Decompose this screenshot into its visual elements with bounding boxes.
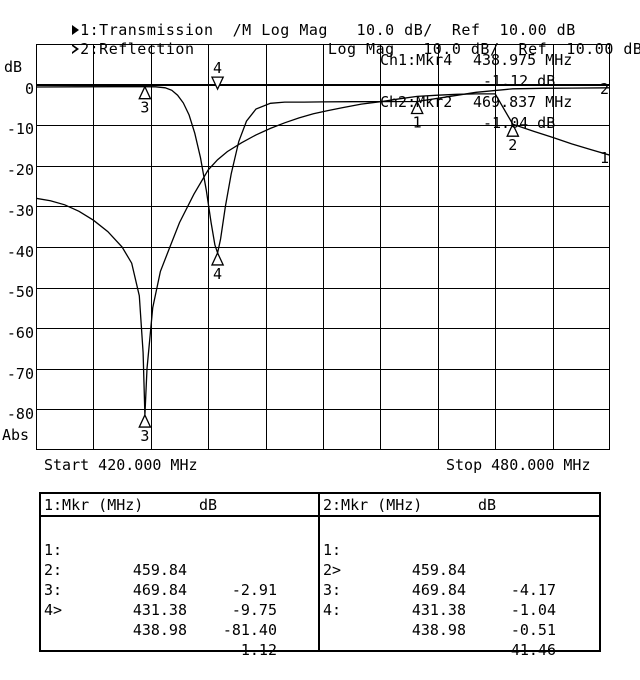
marker-db: -2.91 <box>231 581 277 599</box>
readout-ch2-level: -1.04 dB <box>483 114 556 132</box>
y-tick--30: -30 <box>6 202 34 220</box>
marker-3-triangle-icon[interactable] <box>138 85 152 100</box>
marker-tables: 1:Mkr (MHz) dB 1: 459.84 -2.91 2: 469.84… <box>39 492 601 659</box>
marker-db: -1.04 <box>510 601 556 619</box>
marker-freq: 431.38 <box>132 601 187 619</box>
marker-db: -0.51 <box>510 621 556 639</box>
y-axis-unit-label: dB <box>4 58 23 76</box>
trace-transmission <box>36 93 610 416</box>
marker-table-channel1: 1:Mkr (MHz) dB 1: 459.84 -2.91 2: 469.84… <box>41 494 320 659</box>
marker-db: -81.40 <box>222 621 277 639</box>
readout-ch2-label: Ch2:Mkr2 <box>380 93 453 111</box>
readout-ch1-label: Ch1:Mkr4 <box>380 51 453 69</box>
readout-ch1-freq: 438.975 MHz <box>473 51 573 69</box>
marker-freq: 459.84 <box>411 561 466 579</box>
frequency-axis-labels: Start 420.000 MHz Stop 480.000 MHz <box>0 456 640 476</box>
marker-index: 2> <box>323 561 342 579</box>
table-row[interactable]: 1: 459.84 -4.17 <box>320 520 599 599</box>
y-tick--60: -60 <box>6 324 34 342</box>
marker-table-1-header: 1:Mkr (MHz) dB <box>41 494 318 517</box>
y-tick-0: 0 <box>24 80 34 98</box>
marker-3-label: 3 <box>140 99 149 117</box>
y-tick--40: -40 <box>6 243 34 261</box>
plot-grid <box>36 44 610 450</box>
marker-table-channel2: 2:Mkr (MHz) dB 1: 459.84 -4.17 2> 469.84… <box>320 494 599 659</box>
marker-db: -1.12 <box>231 641 277 659</box>
channel2-inactive-marker-icon <box>72 43 80 54</box>
plot-border <box>36 44 610 450</box>
readout-ch2-freq: 469.837 MHz <box>473 93 573 111</box>
marker-2-triangle-icon[interactable] <box>506 122 520 137</box>
marker-table-1-body: 1: 459.84 -2.91 2: 469.84 -9.75 3: 431.3… <box>41 517 318 659</box>
marker-db: -41.46 <box>501 641 556 659</box>
table-row[interactable]: 3: 431.38 -0.51 <box>320 560 599 639</box>
table-row[interactable]: 3: 431.38 -81.40 <box>41 560 318 639</box>
marker-freq: 431.38 <box>411 601 466 619</box>
channel1-header-row: 1:Transmission /M Log Mag 10.0 dB/ Ref 1… <box>34 2 576 39</box>
table-row[interactable]: 2: 469.84 -9.75 <box>41 540 318 619</box>
marker-table-1-title: 1:Mkr (MHz) <box>44 496 144 514</box>
plot-svg: 3 4 4 1 2 3 <box>36 44 610 450</box>
marker-table-1-db-header: dB <box>199 496 218 514</box>
marker-index: 3: <box>44 581 63 599</box>
marker-4-label: 4 <box>213 59 222 77</box>
marker-3-label: 3 <box>140 427 149 445</box>
marker-table-2-title: 2:Mkr (MHz) <box>323 496 423 514</box>
start-frequency-label: Start 420.000 MHz <box>44 456 198 474</box>
marker-table-2-db-header: dB <box>478 496 497 514</box>
trace-reflection <box>36 86 610 256</box>
trace-tag-1: 1 <box>600 149 610 167</box>
y-tick--80: -80 <box>6 405 34 423</box>
channel1-header-text: 1:Transmission /M Log Mag 10.0 dB/ Ref 1… <box>80 21 576 39</box>
instrument-header: 1:Transmission /M Log Mag 10.0 dB/ Ref 1… <box>0 0 640 58</box>
marker-freq: 469.84 <box>411 581 466 599</box>
marker-1-triangle-icon[interactable] <box>410 99 424 115</box>
marker-index: 2: <box>44 561 63 579</box>
stop-frequency-label: Stop 480.000 MHz <box>446 456 591 474</box>
trace-plot-area[interactable]: 3 4 4 1 2 3 Ch1:Mkr4 438.975 MHz -1.12 dB Ch2… <box>36 44 610 450</box>
readout-ch1-level: -1.12 dB <box>483 72 556 90</box>
table-row[interactable]: 4: 438.98 -41.46 <box>320 580 599 659</box>
marker-3-triangle-icon[interactable] <box>138 413 152 428</box>
y-axis-mode-label: Abs <box>2 426 30 444</box>
y-tick--20: -20 <box>6 161 34 179</box>
marker-index: 1: <box>44 541 63 559</box>
table-row[interactable]: 1: 459.84 -2.91 <box>41 520 318 599</box>
marker-index: 4> <box>44 601 63 619</box>
marker-4-triangle-icon[interactable] <box>210 251 225 266</box>
channel2-header-row: 2:Reflection Log Mag 10.0 dB/ Ref 10.00 … <box>34 21 640 58</box>
marker-freq: 469.84 <box>132 581 187 599</box>
marker-2-label: 2 <box>508 136 517 154</box>
marker-1-label: 1 <box>413 114 422 132</box>
y-tick--10: -10 <box>6 120 34 138</box>
y-tick--50: -50 <box>6 283 34 301</box>
marker-table-2-body: 1: 459.84 -4.17 2> 469.84 -1.04 3: 431.3… <box>320 517 599 659</box>
marker-db: -9.75 <box>231 601 277 619</box>
marker-freq: 438.98 <box>132 621 187 639</box>
marker-table-2-header: 2:Mkr (MHz) dB <box>320 494 599 517</box>
channel1-active-marker-icon <box>72 24 80 35</box>
table-row[interactable]: 2> 469.84 -1.04 <box>320 540 599 619</box>
marker-freq: 459.84 <box>132 561 187 579</box>
marker-index: 1: <box>323 541 342 559</box>
y-tick--70: -70 <box>6 365 34 383</box>
marker-db: -4.17 <box>510 581 556 599</box>
marker-freq: 438.98 <box>411 621 466 639</box>
marker-index: 4: <box>323 601 342 619</box>
marker-index: 3: <box>323 581 342 599</box>
trace-tag-2: 2 <box>600 80 610 98</box>
plot-markers[interactable]: 3 4 4 1 2 3 <box>138 59 520 445</box>
marker-4-label: 4 <box>213 265 222 283</box>
marker-4-triangle-icon[interactable] <box>210 76 225 91</box>
table-row[interactable]: 4> 438.98 -1.12 <box>41 580 318 659</box>
